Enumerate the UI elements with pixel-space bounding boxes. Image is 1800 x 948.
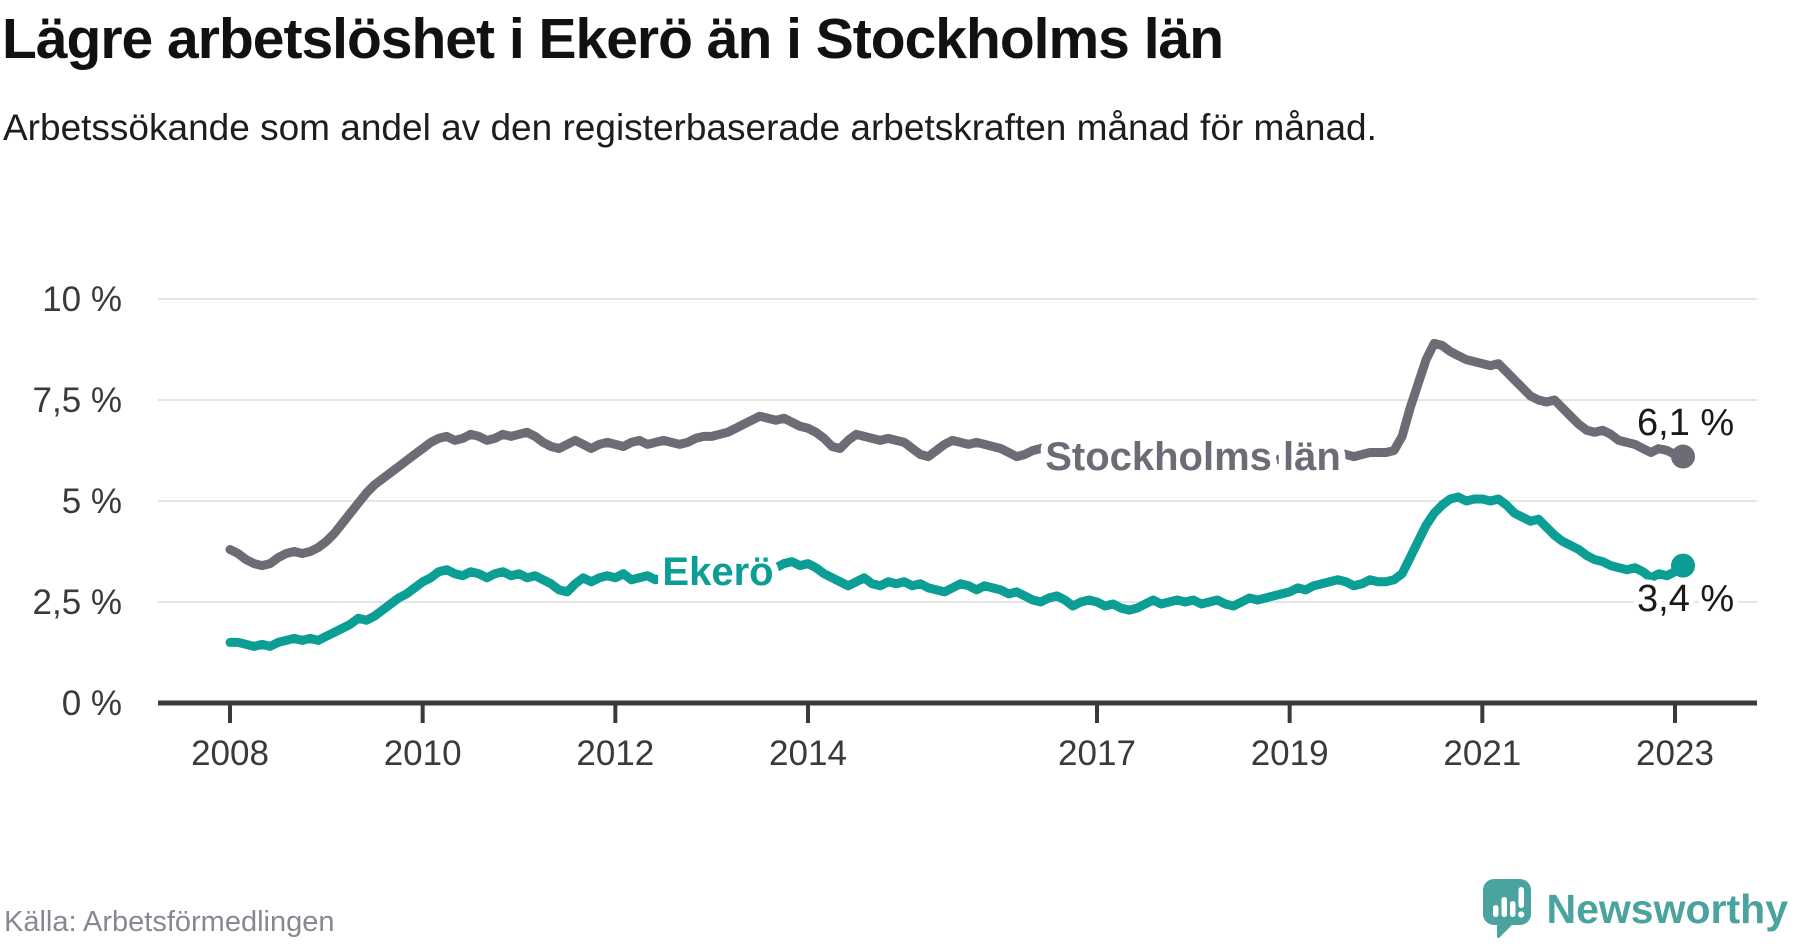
newsworthy-logo: Newsworthy: [1482, 878, 1789, 940]
logo-bar-2: [1501, 897, 1507, 917]
logo-exclamation-bar: [1518, 887, 1524, 908]
y-tick-label: 0 %: [62, 684, 122, 723]
x-tick-label: 2014: [769, 734, 847, 773]
x-tick-label: 2012: [576, 734, 654, 773]
series-line-ekero: [225, 492, 1688, 651]
end-value-label-ekero: 3,4 %: [1637, 578, 1734, 620]
end-dot-stockholms-lan: [1671, 444, 1696, 469]
newsworthy-logo-text: Newsworthy: [1546, 885, 1789, 932]
y-tick-label: 2,5 %: [33, 583, 123, 622]
chart-subtitle: Arbetssökande som andel av den registerb…: [3, 107, 1377, 148]
logo-bubble-tail: [1496, 922, 1515, 939]
x-tick-label: 2019: [1251, 734, 1329, 773]
x-tick-label: 2010: [384, 734, 462, 773]
y-tick-label: 5 %: [62, 482, 122, 521]
end-dot-ekero: [1671, 553, 1696, 578]
end-value-label-stockholms-lan: 6,1 %: [1637, 402, 1734, 444]
chart-title: Lägre arbetslöshet i Ekerö än i Stockhol…: [2, 7, 1224, 71]
newsworthy-logo-icon: [1482, 879, 1531, 939]
logo-exclamation-dot: [1517, 911, 1524, 918]
x-tick-label: 2008: [191, 734, 269, 773]
series-label-stockholms-lan: Stockholms län: [1045, 435, 1341, 479]
source-note: Källa: Arbetsförmedlingen: [4, 906, 335, 938]
series-line-stockholms-lan: [225, 338, 1688, 571]
y-tick-label: 10 %: [42, 280, 122, 319]
x-tick-label: 2021: [1443, 734, 1521, 773]
y-tick-label: 7,5 %: [33, 381, 123, 420]
series-label-ekero: Ekerö: [662, 550, 773, 594]
x-tick-label: 2023: [1636, 734, 1714, 773]
x-tick-label: 2017: [1058, 734, 1136, 773]
logo-bar-3: [1509, 901, 1515, 917]
logo-bar-1: [1492, 905, 1498, 917]
